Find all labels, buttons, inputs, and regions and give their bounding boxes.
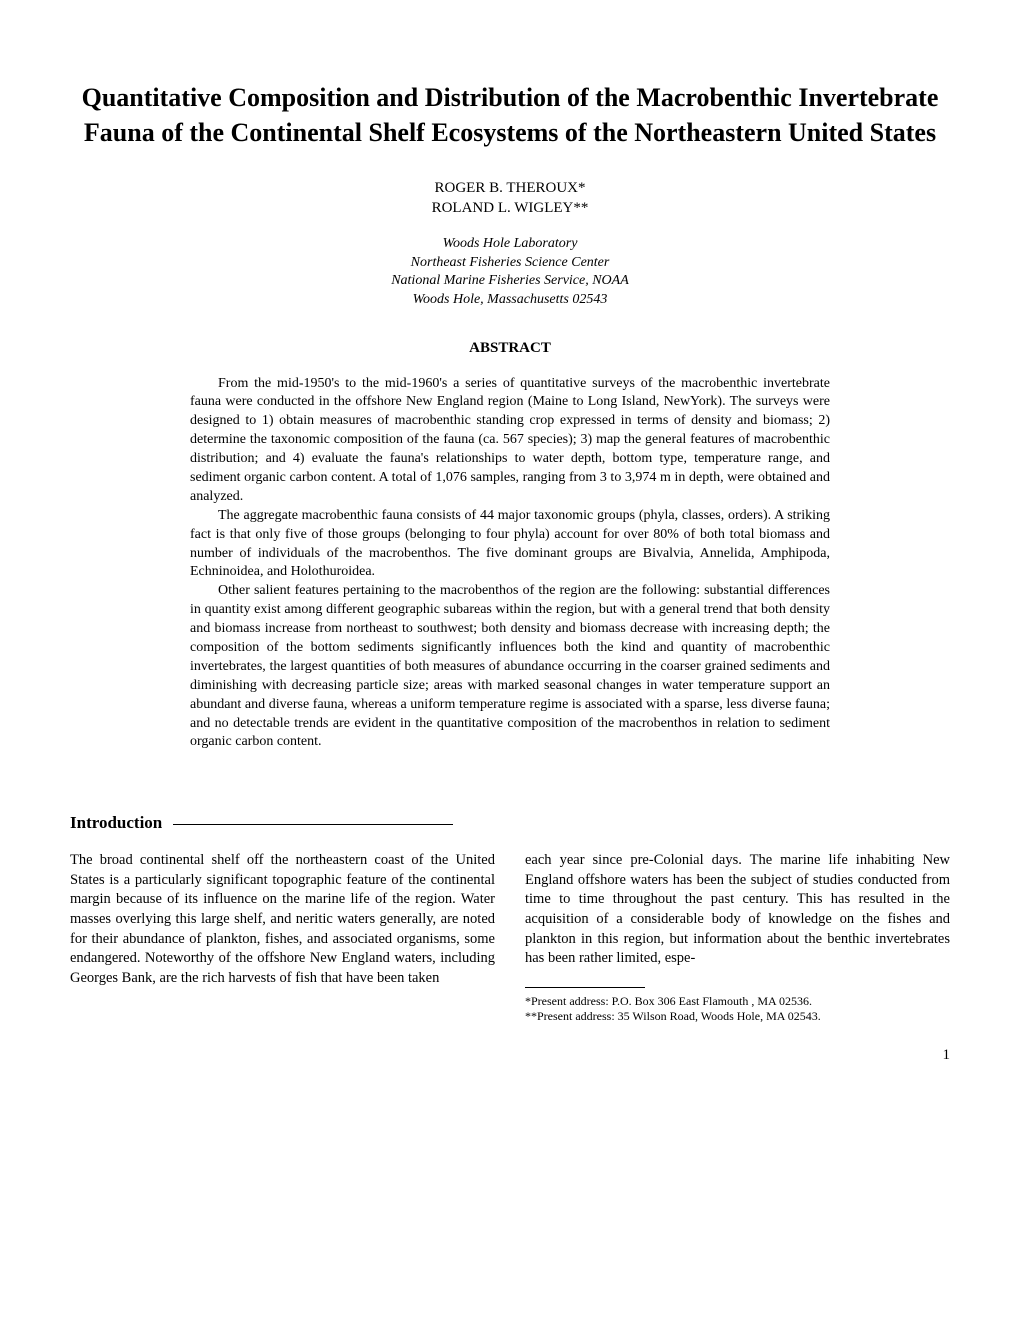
body-text-right: each year since pre-Colonial days. The m… bbox=[525, 851, 950, 968]
affiliation-block: Woods Hole Laboratory Northeast Fisherie… bbox=[70, 235, 950, 311]
abstract-paragraph-2: The aggregate macrobenthic fauna consist… bbox=[190, 507, 830, 583]
affiliation-line-3: National Marine Fisheries Service, NOAA bbox=[70, 272, 950, 291]
body-text-left: The broad continental shelf off the nort… bbox=[70, 851, 495, 988]
abstract-paragraph-3: Other salient features pertaining to the… bbox=[190, 582, 830, 752]
abstract-heading: ABSTRACT bbox=[70, 338, 950, 358]
footnote-2: **Present address: 35 Wilson Road, Woods… bbox=[525, 1009, 950, 1025]
abstract-paragraph-1: From the mid-1950's to the mid-1960's a … bbox=[190, 375, 830, 507]
author-2: ROLAND L. WIGLEY** bbox=[70, 198, 950, 218]
paper-title: Quantitative Composition and Distributio… bbox=[70, 80, 950, 150]
footnote-1: *Present address: P.O. Box 306 East Flam… bbox=[525, 994, 950, 1010]
section-rule-icon bbox=[173, 824, 453, 825]
abstract-body: From the mid-1950's to the mid-1960's a … bbox=[190, 375, 830, 753]
footnotes-block: *Present address: P.O. Box 306 East Flam… bbox=[525, 994, 950, 1025]
section-heading-introduction: Introduction bbox=[70, 812, 950, 835]
column-left: The broad continental shelf off the nort… bbox=[70, 851, 495, 1025]
authors-block: ROGER B. THEROUX* ROLAND L. WIGLEY** bbox=[70, 178, 950, 219]
page-number: 1 bbox=[70, 1045, 950, 1065]
affiliation-line-4: Woods Hole, Massachusetts 02543 bbox=[70, 291, 950, 310]
footnote-rule-icon bbox=[525, 987, 645, 988]
section-heading-text: Introduction bbox=[70, 813, 162, 832]
body-columns: The broad continental shelf off the nort… bbox=[70, 851, 950, 1025]
affiliation-line-1: Woods Hole Laboratory bbox=[70, 235, 950, 254]
column-right: each year since pre-Colonial days. The m… bbox=[525, 851, 950, 1025]
affiliation-line-2: Northeast Fisheries Science Center bbox=[70, 254, 950, 273]
author-1: ROGER B. THEROUX* bbox=[70, 178, 950, 198]
